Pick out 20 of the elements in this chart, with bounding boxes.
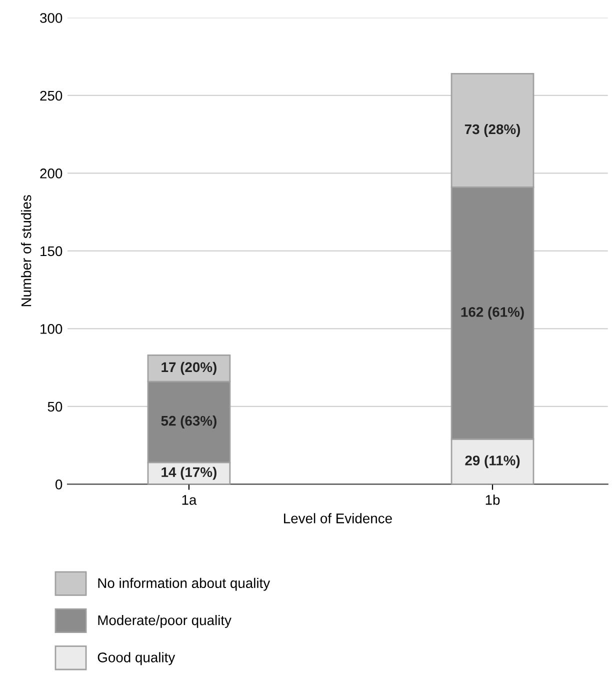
y-tick-label: 200: [40, 168, 62, 178]
x-axis-title: Level of Evidence: [284, 513, 392, 524]
y-tick-label: 0: [56, 480, 62, 490]
data-label: 14 (17%): [162, 466, 216, 480]
x-tick-label: 1b: [486, 494, 500, 505]
y-tick-label: 50: [48, 402, 62, 412]
legend-label: No information about quality: [98, 578, 270, 591]
y-tick-label: 250: [40, 90, 62, 101]
y-tick-label: 100: [40, 324, 62, 334]
data-label: 162 (61%): [461, 306, 524, 320]
x-tick-label: 1a: [182, 495, 197, 505]
data-label: 29 (11%): [465, 455, 520, 468]
y-tick-label: 300: [40, 13, 62, 23]
y-tick-label: 150: [40, 246, 62, 256]
legend-label: Good quality: [98, 652, 176, 666]
data-label: 17 (20%): [162, 362, 216, 375]
y-axis-title: Number of studies: [21, 195, 32, 306]
legend-label: Moderate/poor quality: [98, 614, 232, 628]
data-label: 52 (63%): [161, 416, 216, 428]
data-label: 73 (28%): [464, 124, 520, 137]
